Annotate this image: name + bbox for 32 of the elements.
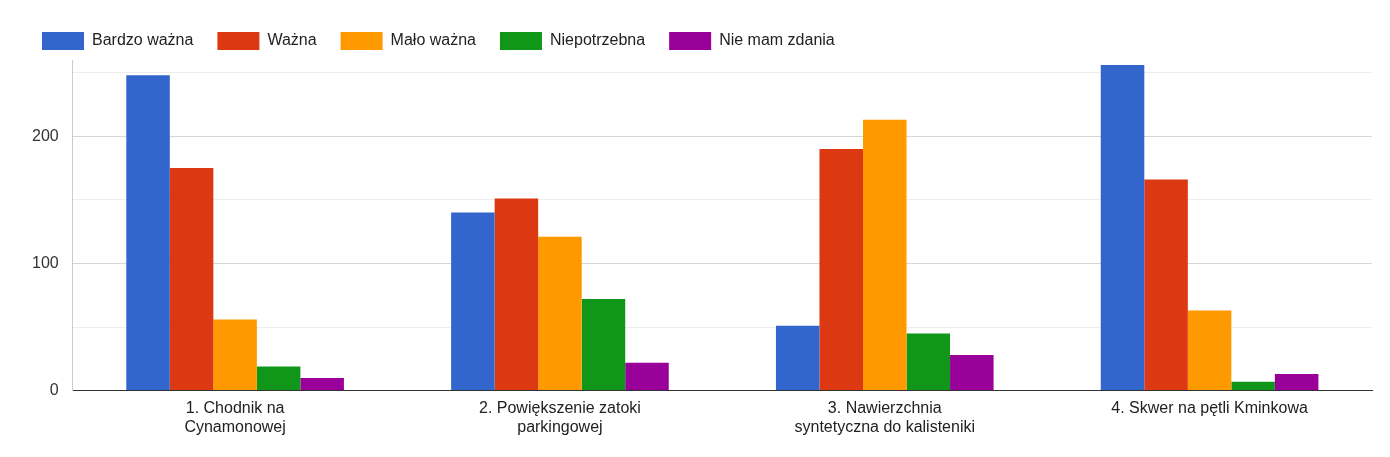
- legend-label: Niepotrzebna: [549, 31, 646, 49]
- bar: [538, 236, 582, 391]
- x-tick-label: 3. Nawierzchnia syntetyczna do kalisteniki: [794, 398, 976, 435]
- bar: [775, 325, 820, 391]
- bar: [451, 212, 495, 391]
- bar: [1231, 381, 1275, 391]
- bar: [906, 333, 951, 391]
- legend-label: Mało ważna: [390, 31, 477, 49]
- bar: [581, 299, 626, 391]
- x-tick-label: 1. Chodnik na Cynamonowej: [184, 398, 286, 435]
- bar: [1100, 65, 1145, 391]
- bar: [1144, 179, 1188, 391]
- y-tick-label: 100: [31, 253, 59, 271]
- x-tick-label: 2. Powiększenie zatoki parkingowej: [479, 398, 641, 435]
- legend-label: Nie mam zdania: [719, 31, 835, 49]
- bar: [256, 366, 301, 391]
- bar: [213, 319, 257, 391]
- y-tick-label: 0: [49, 381, 59, 399]
- bar: [300, 377, 344, 391]
- bar: [1274, 374, 1319, 391]
- bar: [863, 119, 907, 391]
- bar: [625, 362, 669, 391]
- legend-label: Bardzo ważna: [92, 31, 194, 49]
- legend-label: Ważna: [267, 31, 317, 49]
- bar: [126, 75, 170, 391]
- x-tick-label: 4. Skwer na pętli Kminkowa: [1111, 398, 1308, 416]
- bar: [950, 355, 994, 391]
- y-tick-label: 200: [31, 126, 59, 144]
- bar: [494, 198, 539, 391]
- bar: [1187, 310, 1232, 391]
- bar: [169, 168, 214, 391]
- bar: [819, 149, 863, 391]
